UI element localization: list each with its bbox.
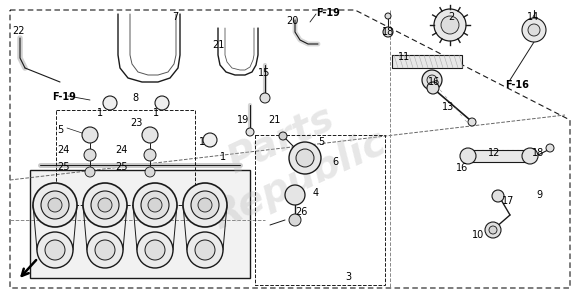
Text: 1: 1 (199, 137, 205, 147)
Text: 1: 1 (153, 108, 159, 118)
Text: 20: 20 (286, 16, 298, 26)
Circle shape (427, 82, 439, 94)
Text: 22: 22 (12, 26, 24, 36)
Text: F-19: F-19 (52, 92, 76, 102)
Circle shape (289, 142, 321, 174)
Text: 23: 23 (130, 118, 142, 128)
Circle shape (422, 70, 442, 90)
Circle shape (285, 185, 305, 205)
Circle shape (82, 127, 98, 143)
Text: 11: 11 (398, 52, 411, 62)
Text: 24: 24 (57, 145, 69, 155)
Circle shape (460, 148, 476, 164)
Circle shape (441, 16, 459, 34)
Text: 10: 10 (472, 230, 484, 240)
Bar (468, 150, 530, 162)
Circle shape (492, 190, 504, 202)
Circle shape (385, 13, 391, 19)
Bar (30, 170, 250, 278)
Text: 1: 1 (220, 152, 226, 162)
Text: 25: 25 (115, 162, 127, 172)
Circle shape (95, 240, 115, 260)
Circle shape (98, 198, 112, 212)
Circle shape (91, 191, 119, 219)
Text: 26: 26 (295, 207, 307, 217)
Text: 4: 4 (313, 188, 319, 198)
Text: 7: 7 (172, 12, 178, 22)
Text: 13: 13 (442, 102, 455, 112)
Circle shape (141, 191, 169, 219)
Circle shape (522, 18, 546, 42)
Circle shape (296, 149, 314, 167)
Bar (255, 135, 385, 285)
Circle shape (260, 93, 270, 103)
Circle shape (289, 214, 301, 226)
Text: 5: 5 (318, 137, 324, 147)
Circle shape (155, 96, 169, 110)
Text: F-16: F-16 (505, 80, 529, 90)
Circle shape (148, 198, 162, 212)
Text: 21: 21 (268, 115, 280, 125)
Text: 3: 3 (345, 272, 351, 282)
Text: Parts
Republic: Parts Republic (188, 83, 393, 237)
Circle shape (246, 128, 254, 136)
Circle shape (195, 240, 215, 260)
Bar (392, 55, 462, 68)
Text: 16: 16 (428, 77, 440, 87)
Circle shape (427, 75, 437, 85)
Circle shape (144, 149, 156, 161)
Text: 15: 15 (258, 68, 270, 78)
Text: 6: 6 (332, 157, 338, 167)
Text: 1: 1 (97, 108, 103, 118)
Text: 19: 19 (237, 115, 249, 125)
Text: 16: 16 (456, 163, 468, 173)
Text: 18: 18 (382, 27, 394, 37)
Text: F-19: F-19 (316, 8, 340, 18)
Circle shape (522, 148, 538, 164)
Circle shape (41, 191, 69, 219)
Circle shape (279, 132, 287, 140)
Text: 14: 14 (527, 12, 539, 22)
Circle shape (528, 24, 540, 36)
Text: 25: 25 (57, 162, 69, 172)
Circle shape (45, 240, 65, 260)
Circle shape (468, 118, 476, 126)
Text: 18: 18 (532, 148, 544, 158)
Circle shape (137, 232, 173, 268)
Circle shape (145, 167, 155, 177)
Circle shape (84, 149, 96, 161)
Bar (56, 110, 195, 205)
Circle shape (85, 167, 95, 177)
Circle shape (198, 198, 212, 212)
Circle shape (485, 222, 501, 238)
Circle shape (187, 232, 223, 268)
Text: 21: 21 (212, 40, 225, 50)
Text: 12: 12 (488, 148, 500, 158)
Circle shape (203, 133, 217, 147)
Circle shape (145, 240, 165, 260)
Text: 17: 17 (502, 196, 514, 206)
Circle shape (489, 226, 497, 234)
Circle shape (33, 183, 77, 227)
Circle shape (37, 232, 73, 268)
Circle shape (191, 191, 219, 219)
Circle shape (87, 232, 123, 268)
Text: 5: 5 (57, 125, 63, 135)
Text: 9: 9 (536, 190, 542, 200)
Circle shape (142, 127, 158, 143)
Circle shape (183, 183, 227, 227)
Circle shape (383, 27, 393, 37)
Text: 2: 2 (448, 12, 455, 22)
Circle shape (546, 144, 554, 152)
Circle shape (103, 96, 117, 110)
Circle shape (48, 198, 62, 212)
Circle shape (434, 9, 466, 41)
Text: 24: 24 (115, 145, 127, 155)
Circle shape (83, 183, 127, 227)
Circle shape (133, 183, 177, 227)
Text: 8: 8 (132, 93, 138, 103)
